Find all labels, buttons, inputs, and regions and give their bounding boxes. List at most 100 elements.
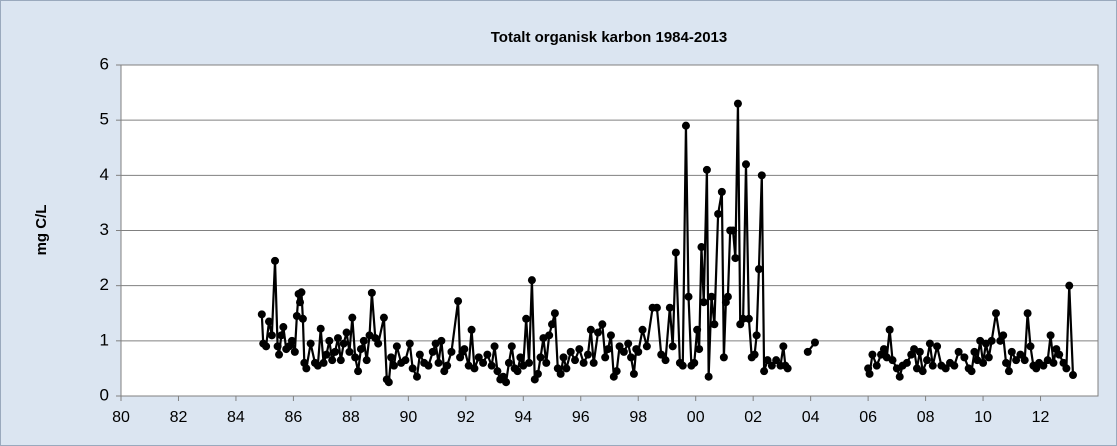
data-point xyxy=(723,292,732,301)
data-point xyxy=(752,331,761,340)
data-point xyxy=(354,367,363,376)
data-point xyxy=(763,356,772,365)
data-point xyxy=(729,226,738,235)
data-point xyxy=(277,331,286,340)
x-tick-label: 12 xyxy=(1032,409,1050,426)
x-tick-label: 00 xyxy=(687,409,705,426)
data-point xyxy=(443,361,452,370)
data-point xyxy=(885,325,894,334)
data-point xyxy=(1002,358,1011,367)
data-point xyxy=(550,309,559,318)
data-point xyxy=(434,358,443,367)
data-point xyxy=(474,353,483,362)
data-point xyxy=(516,353,525,362)
data-point xyxy=(536,353,545,362)
data-point xyxy=(583,350,592,359)
data-point xyxy=(719,353,728,362)
data-point xyxy=(345,347,354,356)
data-point xyxy=(298,314,307,323)
data-point xyxy=(895,372,904,381)
data-point xyxy=(522,314,531,323)
data-point xyxy=(970,347,979,356)
data-point xyxy=(533,369,542,378)
x-tick-label: 92 xyxy=(457,409,475,426)
data-point xyxy=(1012,356,1021,365)
data-point xyxy=(731,254,740,263)
data-point xyxy=(810,338,819,347)
data-point xyxy=(710,320,719,329)
data-point xyxy=(325,336,334,345)
data-point xyxy=(657,350,666,359)
data-point xyxy=(589,358,598,367)
chart-title: Totalt organisk karbon 1984-2013 xyxy=(491,29,727,46)
x-tick-label: 82 xyxy=(170,409,188,426)
data-point xyxy=(699,298,708,307)
y-tick-label: 5 xyxy=(100,110,109,129)
x-tick-label: 96 xyxy=(572,409,590,426)
data-point xyxy=(257,310,266,319)
data-point xyxy=(704,372,713,381)
x-tick-label: 08 xyxy=(917,409,935,426)
data-point xyxy=(783,364,792,373)
data-point xyxy=(902,358,911,367)
x-tick-label: 84 xyxy=(227,409,245,426)
data-point xyxy=(525,358,534,367)
data-point xyxy=(405,339,414,348)
data-point xyxy=(342,328,351,337)
data-point xyxy=(513,367,522,376)
data-point xyxy=(408,364,417,373)
data-point xyxy=(1055,350,1064,359)
data-point xyxy=(493,367,502,376)
y-tick-label: 4 xyxy=(100,165,109,184)
data-point xyxy=(760,367,769,376)
y-tick-label: 3 xyxy=(100,220,109,239)
data-point xyxy=(879,345,888,354)
x-tick-label: 98 xyxy=(629,409,647,426)
data-point xyxy=(642,342,651,351)
data-point xyxy=(714,209,723,218)
data-point xyxy=(467,325,476,334)
data-point xyxy=(606,331,615,340)
data-point xyxy=(693,325,702,334)
data-point xyxy=(1004,367,1013,376)
y-tick-label: 2 xyxy=(100,275,109,294)
data-point xyxy=(960,353,969,362)
x-tick-label: 90 xyxy=(399,409,417,426)
data-point xyxy=(412,372,421,381)
y-tick-label: 1 xyxy=(100,330,109,349)
data-point xyxy=(754,265,763,274)
data-point xyxy=(717,187,726,196)
data-point xyxy=(389,361,398,370)
data-point xyxy=(548,320,557,329)
data-point xyxy=(1020,356,1029,365)
data-point xyxy=(668,342,677,351)
data-point xyxy=(1026,342,1035,351)
data-point xyxy=(697,243,706,252)
data-point xyxy=(559,353,568,362)
data-point xyxy=(1049,358,1058,367)
data-point xyxy=(387,353,396,362)
data-point xyxy=(437,336,446,345)
data-point xyxy=(575,345,584,354)
y-tick-label: 6 xyxy=(100,54,109,73)
data-point xyxy=(967,367,976,376)
data-point xyxy=(1065,281,1074,290)
y-axis-title: mg C/L xyxy=(33,205,50,256)
data-point xyxy=(502,378,511,387)
data-point xyxy=(356,345,365,354)
data-point xyxy=(627,353,636,362)
data-point xyxy=(619,347,628,356)
x-tick-label: 04 xyxy=(802,409,820,426)
data-point xyxy=(290,347,299,356)
data-point xyxy=(915,347,924,356)
data-point xyxy=(302,364,311,373)
data-point xyxy=(984,353,993,362)
data-point xyxy=(933,342,942,351)
data-point xyxy=(772,356,781,365)
data-point xyxy=(470,364,479,373)
data-point xyxy=(264,317,273,326)
data-point xyxy=(384,378,393,387)
data-point xyxy=(803,347,812,356)
data-point xyxy=(604,345,613,354)
data-point xyxy=(868,350,877,359)
